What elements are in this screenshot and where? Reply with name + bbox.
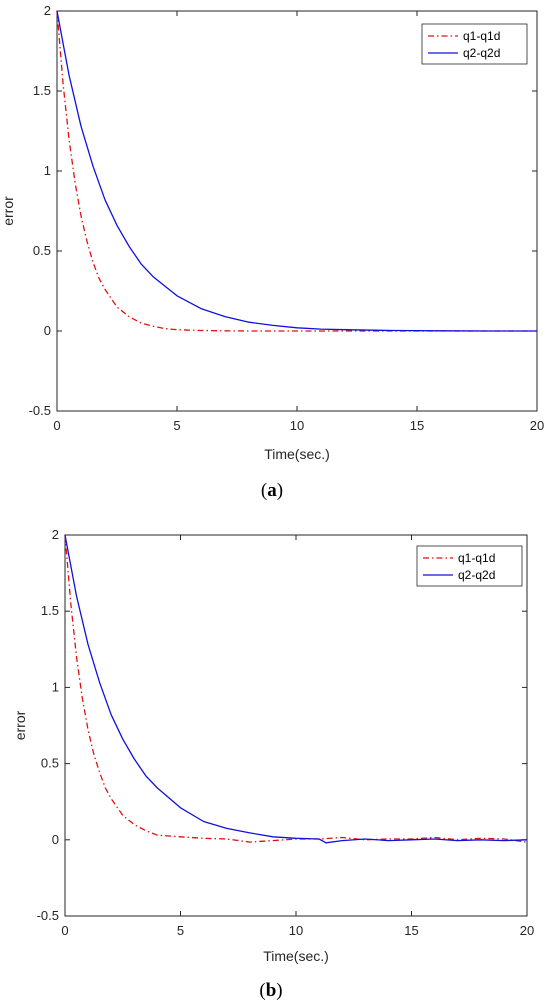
y-tick-label: 2: [52, 527, 59, 542]
legend-label: q1-q1d: [463, 29, 500, 43]
x-tick-label: 0: [53, 418, 60, 433]
x-tick-label: 10: [289, 923, 303, 938]
y-tick-label: 1: [44, 163, 51, 178]
y-axis-label: error: [0, 196, 16, 226]
series-line-q1-q1d: [56, 10, 537, 332]
y-tick-label: 1.5: [33, 83, 51, 98]
plot-area: [64, 534, 528, 917]
legend-label: q2-q2d: [463, 46, 500, 60]
y-axis-label: error: [12, 710, 28, 740]
x-tick-label: 20: [520, 923, 534, 938]
series-line-q2-q2d: [56, 10, 537, 332]
panel-caption: (b): [259, 980, 282, 1001]
legend-label: q1-q1d: [458, 551, 495, 565]
y-tick-label: -0.5: [29, 403, 51, 418]
legend-label: q2-q2d: [458, 568, 495, 582]
y-tick-label: 0: [44, 323, 51, 338]
x-axis-label: Time(sec.): [264, 446, 330, 462]
x-tick-label: 10: [290, 418, 304, 433]
x-tick-label: 20: [530, 418, 544, 433]
y-tick-label: 1.5: [41, 603, 59, 618]
x-tick-label: 0: [61, 923, 68, 938]
chart-panel-b: 0 5 10 15 20-0.500.511.52Time(sec.)errorq1-q…: [12, 527, 534, 1001]
series-line-q2-q2d: [64, 534, 528, 844]
y-tick-label: 0.5: [41, 756, 59, 771]
x-tick-label: 5: [173, 418, 180, 433]
legend: q1-q1d q2-q2d: [416, 545, 523, 587]
y-tick-label: 1: [52, 679, 59, 694]
chart-panel-a: 0 5 10 15 20-0.500.511.52Time(sec.)errorq1-q…: [0, 3, 544, 501]
legend: q1-q1d q2-q2d: [421, 23, 528, 65]
legend-box: [421, 23, 528, 65]
x-tick-label: 15: [410, 418, 424, 433]
y-tick-label: 0: [52, 832, 59, 847]
x-tick-label: 5: [177, 923, 184, 938]
legend-box: [416, 545, 523, 587]
plot-area: [56, 10, 538, 412]
y-tick-label: -0.5: [37, 908, 59, 923]
series-line-q1-q1d: [64, 534, 528, 843]
x-axis-label: Time(sec.): [263, 948, 329, 964]
x-tick-label: 15: [404, 923, 418, 938]
panel-caption: (a): [261, 480, 283, 501]
y-tick-label: 0.5: [33, 243, 51, 258]
y-tick-label: 2: [44, 3, 51, 18]
